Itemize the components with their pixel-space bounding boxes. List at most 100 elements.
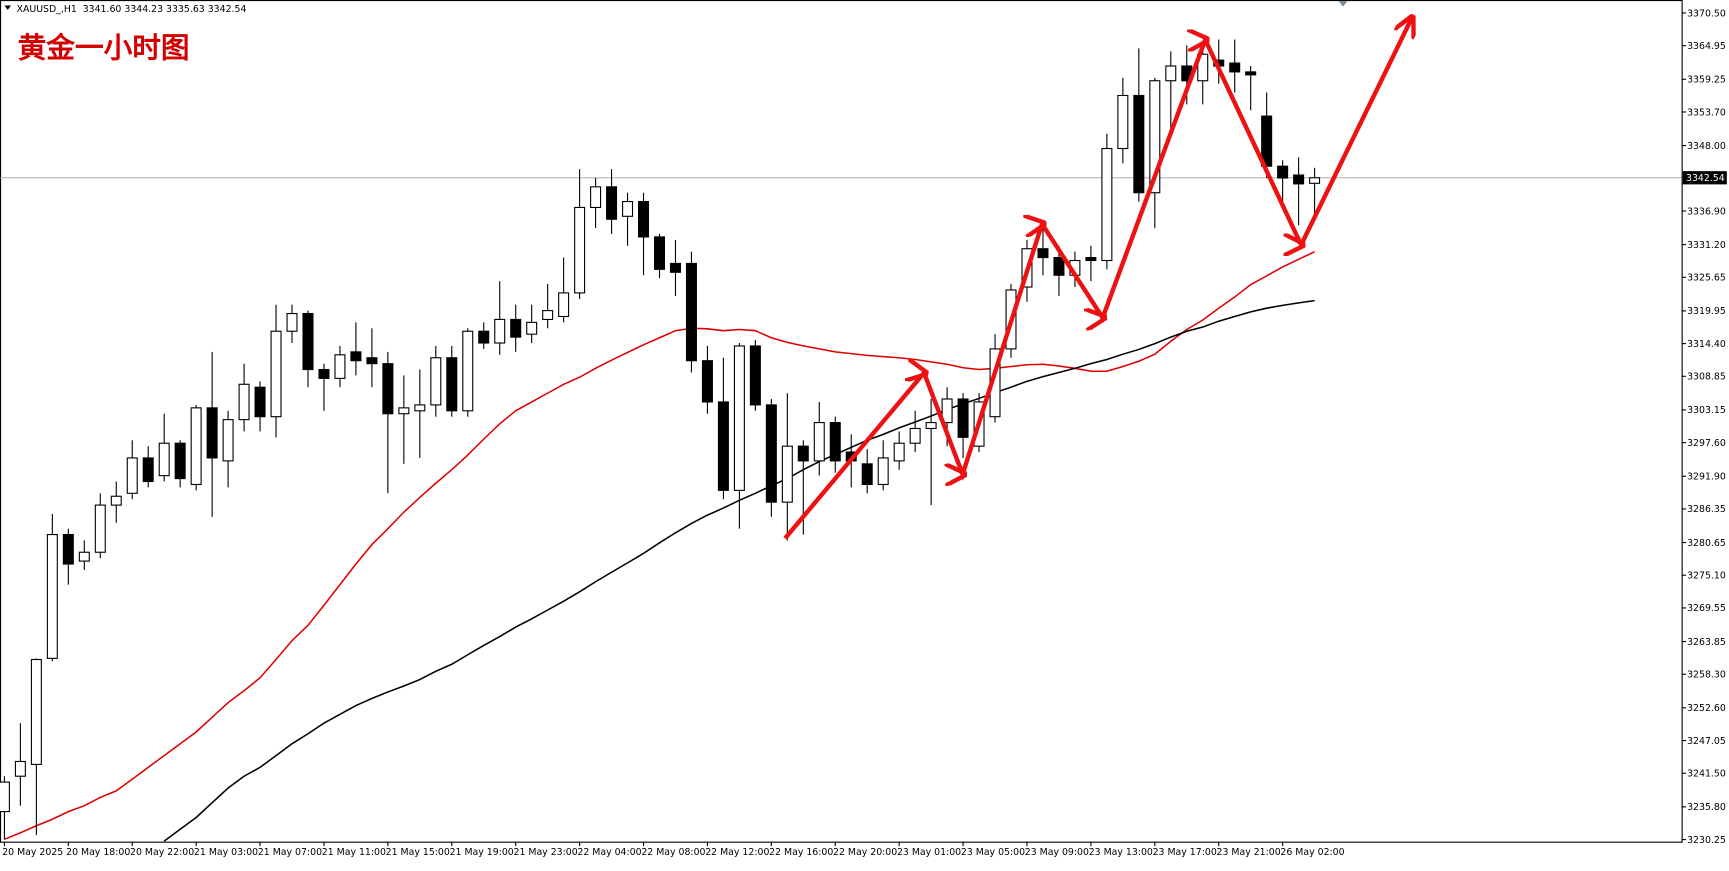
candle-body bbox=[206, 407, 218, 459]
y-tick-label: 3353.70 bbox=[1687, 107, 1726, 118]
candle-body bbox=[877, 457, 889, 486]
x-tick-label: 21 May 23:00 bbox=[513, 847, 577, 858]
candle-body bbox=[622, 201, 634, 217]
chart-title: 黄金一小时图 bbox=[18, 30, 190, 64]
candle-body bbox=[174, 442, 186, 480]
y-tick-label: 3263.85 bbox=[1687, 637, 1726, 648]
x-tick-label: 22 May 16:00 bbox=[769, 847, 833, 858]
candle-body bbox=[318, 368, 330, 379]
candle-body bbox=[1277, 165, 1289, 179]
candle-body bbox=[78, 551, 90, 562]
candle-body bbox=[717, 401, 729, 491]
y-tick-label: 3314.40 bbox=[1687, 339, 1726, 350]
candle-body bbox=[558, 292, 570, 318]
candle-body bbox=[606, 186, 618, 220]
x-tick-label: 20 May 22:00 bbox=[130, 847, 194, 858]
x-tick-label: 23 May 09:00 bbox=[1025, 847, 1089, 858]
x-tick-label: 21 May 11:00 bbox=[322, 847, 386, 858]
y-tick-label: 3291.90 bbox=[1687, 472, 1726, 483]
candle-body bbox=[1245, 71, 1257, 76]
candle-body bbox=[1309, 177, 1321, 184]
candle-body bbox=[222, 419, 234, 462]
candle-body bbox=[190, 407, 202, 486]
candle-body bbox=[462, 330, 474, 412]
y-tick-label: 3325.65 bbox=[1687, 273, 1726, 284]
candle-body bbox=[813, 422, 825, 462]
y-tick-label: 3359.25 bbox=[1687, 75, 1726, 86]
candle-body bbox=[494, 318, 506, 344]
ohlc-header: 3341.60 3344.23 3335.63 3342.54 bbox=[83, 4, 247, 15]
y-tick-label: 3370.50 bbox=[1687, 8, 1726, 19]
candle-body bbox=[1101, 147, 1113, 262]
y-tick-label: 3319.95 bbox=[1687, 306, 1726, 317]
x-tick-label: 21 May 07:00 bbox=[258, 847, 322, 858]
x-tick-label: 22 May 04:00 bbox=[577, 847, 641, 858]
x-tick-label: 23 May 05:00 bbox=[961, 847, 1025, 858]
y-tick-label: 3297.60 bbox=[1687, 438, 1726, 449]
candle-body bbox=[414, 404, 426, 412]
candle-body bbox=[957, 398, 969, 438]
y-tick-label: 3230.25 bbox=[1687, 835, 1726, 846]
candle-body bbox=[526, 321, 538, 335]
candle-body bbox=[510, 318, 522, 338]
candle-body bbox=[1165, 65, 1177, 82]
candle-body bbox=[590, 186, 602, 209]
shift-marker bbox=[1338, 1, 1348, 7]
y-tick-label: 3308.85 bbox=[1687, 372, 1726, 383]
x-tick-label: 22 May 20:00 bbox=[833, 847, 897, 858]
candle-body bbox=[638, 201, 650, 238]
y-tick-label: 3241.50 bbox=[1687, 769, 1726, 780]
candle-body bbox=[542, 310, 554, 320]
candle-body bbox=[749, 345, 761, 406]
symbol: XAUUSD_,H1 bbox=[17, 4, 77, 15]
y-tick-label: 3348.00 bbox=[1687, 141, 1726, 152]
candle-body bbox=[861, 463, 873, 486]
candle-body bbox=[733, 345, 745, 491]
candle-body bbox=[238, 383, 250, 421]
candle-body bbox=[30, 658, 42, 765]
x-tick-label: 23 May 17:00 bbox=[1153, 847, 1217, 858]
x-tick-label: 23 May 01:00 bbox=[897, 847, 961, 858]
candle-body bbox=[478, 330, 490, 344]
candle-body bbox=[765, 404, 777, 503]
candle-body bbox=[158, 442, 170, 477]
trend-arrows bbox=[783, 19, 1411, 540]
x-tick-label: 22 May 12:00 bbox=[705, 847, 769, 858]
candle-body bbox=[925, 422, 937, 430]
x-tick-label: 26 May 02:00 bbox=[1280, 847, 1344, 858]
y-tick-label: 3336.90 bbox=[1687, 206, 1726, 217]
y-tick-label: 3286.35 bbox=[1687, 504, 1726, 515]
candle-body bbox=[653, 236, 666, 270]
candle-body bbox=[797, 445, 809, 462]
candle-body bbox=[398, 407, 410, 415]
candle-body bbox=[1053, 257, 1065, 276]
candle-body bbox=[829, 422, 841, 462]
candle-body bbox=[126, 457, 138, 494]
candle-body bbox=[1133, 94, 1145, 194]
y-tick-label: 3247.05 bbox=[1687, 736, 1726, 747]
candle-body bbox=[286, 312, 298, 332]
x-tick-label: 23 May 21:00 bbox=[1217, 847, 1281, 858]
current-price-label: 3342.54 bbox=[1686, 173, 1725, 184]
candle-body bbox=[14, 760, 26, 777]
x-tick-label: 20 May 2025 bbox=[2, 847, 63, 858]
x-tick-label: 21 May 19:00 bbox=[450, 847, 514, 858]
y-tick-label: 3280.65 bbox=[1687, 538, 1726, 549]
y-tick-label: 3252.60 bbox=[1687, 703, 1726, 714]
candle-body bbox=[574, 206, 586, 294]
candle-body bbox=[0, 781, 10, 813]
x-tick-label: 23 May 13:00 bbox=[1089, 847, 1153, 858]
current-price-box bbox=[1682, 171, 1727, 185]
candle-body bbox=[1293, 174, 1305, 185]
x-tick-label: 21 May 15:00 bbox=[386, 847, 450, 858]
menu-icon bbox=[4, 5, 12, 10]
candle-body bbox=[366, 357, 378, 365]
y-tick-label: 3303.15 bbox=[1687, 405, 1726, 416]
x-tick-label: 20 May 18:00 bbox=[66, 847, 130, 858]
candle-body bbox=[382, 363, 394, 415]
candle-body bbox=[669, 262, 681, 273]
candle-body bbox=[62, 534, 74, 565]
